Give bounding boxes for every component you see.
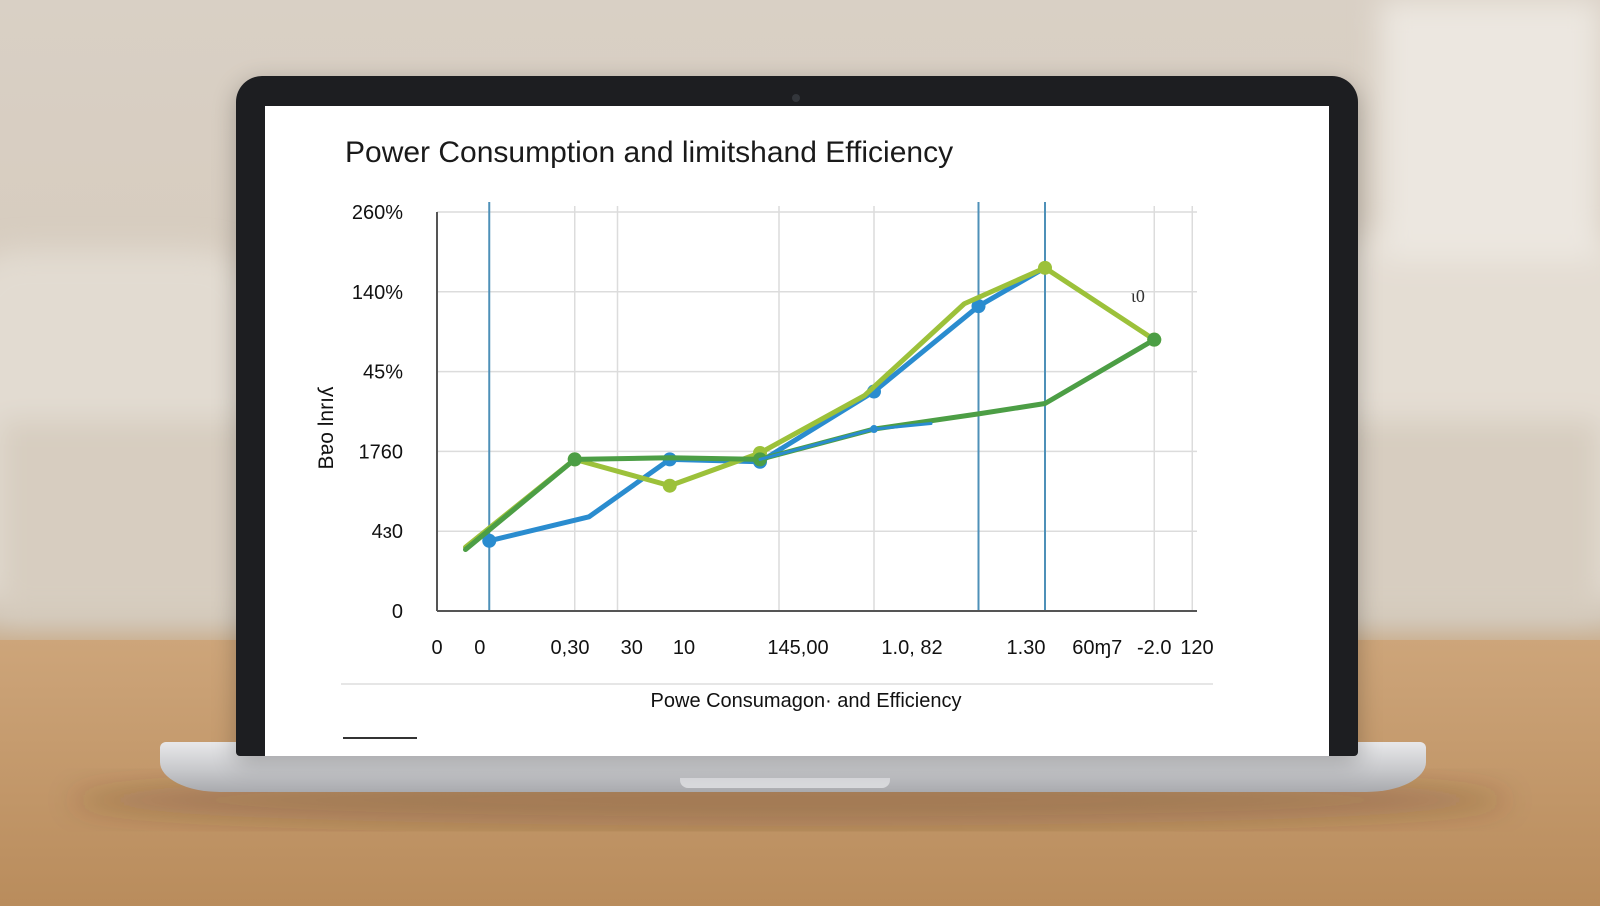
chart-title: Power Consumption and limitshand Efficie…: [345, 136, 953, 169]
laptop-screen: Power Consumption and limitshand Efficie…: [265, 106, 1329, 756]
chart-annotation: ɩ0: [1131, 286, 1145, 306]
data-point-marker: [482, 533, 497, 548]
chart-axes: [436, 212, 1197, 612]
y-tick-label: 4ɜ0: [372, 521, 403, 543]
x-tick-label: 1.0, 82: [881, 637, 942, 659]
x-tick-label: 145,00: [767, 637, 828, 659]
data-point-marker: [662, 478, 677, 493]
x-tick-label: 0: [474, 637, 485, 659]
y-tick-label: 140%: [352, 282, 403, 304]
chart-caption: Powe Consumagon· and Efficiency: [651, 690, 962, 712]
chart-guide-lines: [488, 202, 1046, 611]
x-tick-label: 30: [621, 637, 643, 659]
x-tick-label: 0,30: [551, 637, 590, 659]
trackpad-notch: [680, 778, 890, 788]
y-tick-label: 260%: [352, 202, 403, 224]
x-tick-label: 1.30: [1007, 637, 1046, 659]
line-chart: Power Consumption and limitshand Efficie…: [315, 136, 1214, 739]
x-tick-label: 0: [431, 637, 442, 659]
data-point-marker: [1038, 260, 1052, 275]
laptop-lid: Power Consumption and limitshand Efficie…: [236, 76, 1358, 756]
x-tick-labels: 0 0 0,30 30 10 145,00 1.0, 82 1.30 60ɱ7 -2.0 120: [431, 637, 1213, 659]
data-point-marker: [971, 299, 986, 314]
y-axis-label: Bɐo lnrıʎ: [315, 386, 338, 469]
chart-gridlines: [437, 206, 1197, 611]
x-tick-label: 60ɱ7: [1072, 637, 1122, 659]
data-point-marker: [1147, 332, 1162, 347]
y-tick-label: 45%: [363, 362, 403, 384]
x-tick-label: 10: [673, 637, 695, 659]
y-tick-label: 1760: [359, 441, 404, 463]
data-point-marker: [567, 452, 582, 467]
series-line: [463, 265, 1157, 550]
y-tick-label: 0: [392, 601, 403, 623]
y-tick-labels: 0 4ɜ0 1760 45% 140% 260%: [352, 202, 403, 623]
webcam-icon: [792, 94, 800, 102]
data-point-marker: [870, 425, 878, 434]
x-tick-label: 120: [1180, 637, 1213, 659]
x-tick-label: -2.0: [1137, 637, 1171, 659]
chart-series: [463, 260, 1162, 553]
